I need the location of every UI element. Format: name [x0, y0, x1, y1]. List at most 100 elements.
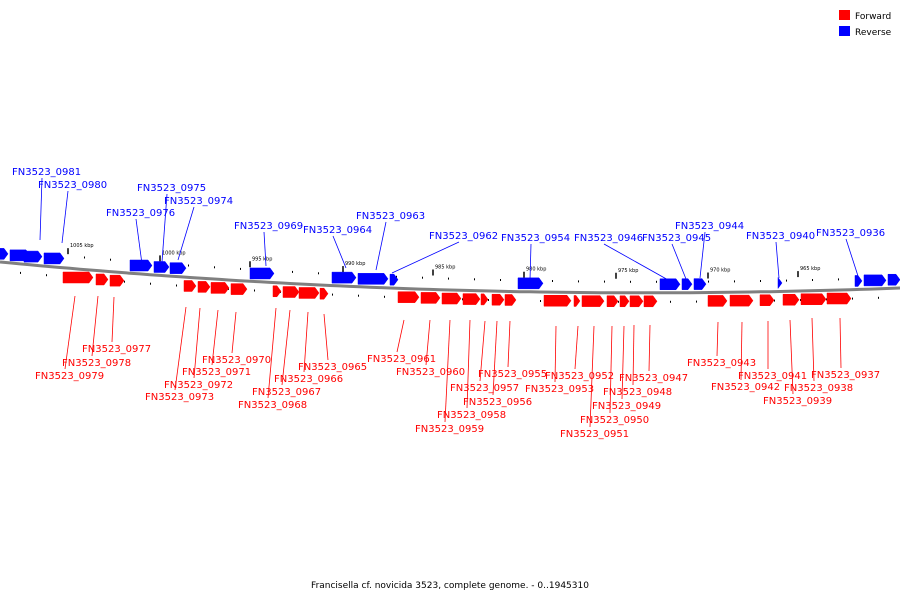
- gene-label: FN3523_0940: [746, 231, 815, 242]
- gene-arrow: [606, 295, 619, 307]
- leader-line: [39, 177, 43, 241]
- gene-arrow: [272, 285, 282, 298]
- gene-arrow: [0, 248, 9, 260]
- leader-line: [603, 243, 671, 282]
- dot: [618, 300, 619, 303]
- label-leader-lines: [39, 177, 859, 428]
- gene-label: FN3523_0967: [252, 387, 321, 398]
- dot: [656, 280, 657, 283]
- gene-arrow: [826, 292, 852, 305]
- gene-arrow: [397, 291, 420, 303]
- legend-reverse-swatch: [839, 26, 850, 36]
- legend-forward-swatch: [839, 10, 850, 20]
- gene-label: FN3523_0952: [545, 371, 614, 382]
- gene-label: FN3523_0937: [811, 370, 880, 381]
- gene-label: FN3523_0943: [687, 358, 756, 369]
- leader-line: [267, 307, 277, 399]
- dot: [734, 280, 735, 283]
- gene-arrow: [420, 292, 441, 304]
- gene-arrow: [491, 293, 505, 306]
- gene-label: FN3523_0957: [450, 383, 519, 394]
- leader-line: [332, 235, 347, 269]
- gene-arrow: [581, 295, 605, 307]
- gene-label: FN3523_0939: [763, 396, 832, 407]
- leader-line: [375, 221, 387, 271]
- dot: [786, 279, 787, 282]
- gene-arrow: [480, 293, 489, 306]
- leader-line: [775, 241, 780, 279]
- gene-label: FN3523_0955: [478, 369, 547, 380]
- gene-arrow: [643, 295, 658, 308]
- gene-label: FN3523_0942: [711, 382, 780, 393]
- gene-arrow: [43, 252, 65, 265]
- gene-arrow: [777, 276, 783, 290]
- leader-line: [839, 317, 842, 369]
- gene-arrow: [863, 274, 887, 287]
- dot: [46, 274, 47, 277]
- leader-line: [91, 295, 99, 357]
- leader-line: [391, 241, 460, 274]
- gene-arrow: [129, 259, 153, 272]
- legend-reverse-label: Reverse: [855, 28, 892, 38]
- dot: [540, 300, 541, 302]
- gene-arrow: [543, 294, 572, 307]
- dot: [800, 299, 801, 301]
- gene-label: FN3523_0947: [619, 373, 688, 384]
- dot: [604, 280, 605, 283]
- tick-label: 980 kbp: [526, 267, 546, 273]
- gene-label: FN3523_0971: [182, 367, 251, 378]
- leader-line: [632, 324, 635, 386]
- leader-line: [479, 320, 486, 382]
- dot: [578, 280, 579, 283]
- gene-labels: FN3523_0981FN3523_0980FN3523_0976FN3523_…: [12, 167, 885, 440]
- gene-label: FN3523_0977: [82, 344, 151, 355]
- gene-arrow: [462, 293, 481, 305]
- dot: [774, 299, 775, 302]
- leader-line: [574, 325, 579, 370]
- leader-line: [174, 306, 187, 391]
- gene-label: FN3523_0944: [675, 221, 744, 232]
- gene-arrow: [517, 277, 544, 290]
- dot: [188, 264, 189, 267]
- tick-label: 990 kbp: [345, 261, 365, 267]
- gene-arrow: [659, 278, 681, 291]
- dot: [488, 299, 489, 301]
- gene-label: FN3523_0964: [303, 225, 372, 236]
- dot: [150, 282, 151, 285]
- gene-arrow: [230, 283, 248, 295]
- gene-arrow: [109, 274, 125, 287]
- leader-line: [281, 309, 291, 386]
- gene-label: FN3523_0966: [274, 374, 343, 385]
- gene-arrow: [298, 287, 320, 299]
- gene-label: FN3523_0965: [298, 362, 367, 373]
- gene-label: FN3523_0978: [62, 358, 131, 369]
- leader-line: [303, 311, 309, 373]
- dot: [708, 280, 709, 283]
- dot: [214, 266, 215, 269]
- leader-line: [845, 238, 859, 277]
- gene-label: FN3523_0945: [642, 233, 711, 244]
- leader-line: [466, 319, 471, 409]
- gene-arrow: [759, 294, 775, 306]
- dot: [84, 256, 85, 259]
- gene-arrow: [619, 295, 630, 308]
- gene-label: FN3523_0970: [202, 355, 271, 366]
- gene-label: FN3523_0936: [816, 228, 885, 239]
- dot: [332, 293, 333, 296]
- gene-arrow: [183, 280, 197, 292]
- leader-line: [716, 321, 719, 357]
- gene-label: FN3523_0953: [525, 384, 594, 395]
- gene-arrow: [282, 286, 300, 298]
- dot: [474, 278, 475, 281]
- dot: [110, 258, 111, 261]
- gene-arrow: [210, 282, 230, 294]
- leader-line: [554, 325, 557, 383]
- dot: [318, 272, 319, 275]
- leader-line: [323, 313, 329, 361]
- gene-label: FN3523_0974: [164, 196, 233, 207]
- gene-arrow: [854, 275, 863, 287]
- gene-label: FN3523_0975: [137, 183, 206, 194]
- gene-label: FN3523_0963: [356, 211, 425, 222]
- dot: [812, 279, 813, 281]
- gene-arrow: [197, 281, 211, 293]
